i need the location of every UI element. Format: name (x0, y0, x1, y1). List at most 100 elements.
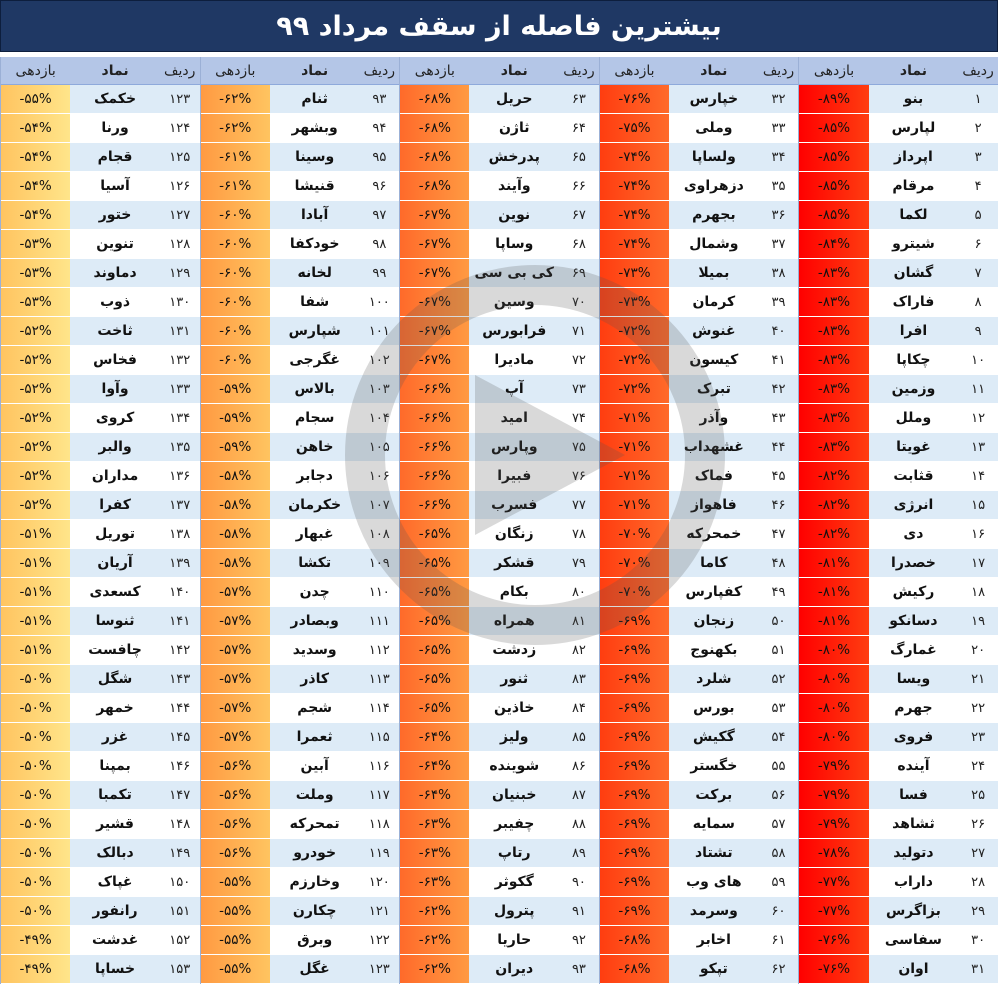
row-index: ۸۰ (571, 584, 586, 600)
row-index: ۱۲۶ (169, 178, 191, 194)
row-return: -۶۹% (599, 868, 670, 896)
row-symbol: گکوثر (494, 874, 534, 890)
row-return: -۵۹% (200, 433, 270, 461)
table-row: ۲۱ ویسا -۸۰% (799, 665, 998, 694)
row-return: -۸۳% (799, 375, 869, 403)
row-index: ۱۰۵ (368, 439, 390, 455)
row-return: -۵۷% (200, 607, 270, 635)
table-row: ۱۲۳ خکمک -۵۵% (1, 85, 200, 114)
row-symbol: بجهرم (692, 207, 736, 223)
row-return: -۸۵% (799, 143, 869, 171)
row-symbol: توریل (95, 526, 135, 542)
table-row: ۱۳۵ والبر -۵۲% (1, 433, 200, 462)
row-return: -۸۱% (799, 549, 869, 577)
row-symbol: دماوند (93, 265, 137, 281)
row-symbol: آبین (300, 758, 329, 774)
row-return: -۴۹% (1, 926, 71, 954)
table-body: ۱۲۳ خکمک -۵۵% ۱۲۴ ورنا -۵۴% ۱۲۵ قجام -۵۴% ۱۲۶ آسیا… (1, 85, 200, 984)
table-block: ردیف نماد بازدهی ۹۳ ثنام -۶۲% ۹۴ وبشهر -۶۲% ۹۵ وسی… (199, 57, 400, 984)
row-index: ۶۷ (571, 207, 586, 223)
table-row: ۱۲۵ قجام -۵۴% (1, 143, 200, 172)
table-row: ۳۸ بمیلا -۷۳% (599, 259, 799, 288)
row-symbol: دیران (495, 961, 534, 977)
table-row: ۱۱۶ آبین -۵۶% (200, 752, 400, 781)
table-row: ۹۷ آبادا -۶۰% (200, 201, 400, 230)
table-row: ۱۲۲ وبرق -۵۵% (200, 926, 400, 955)
row-return: -۵۰% (1, 781, 71, 809)
table-body: ۳۲ خپارس -۷۶% ۳۳ وملی -۷۵% ۳۴ ولساپا -۷۴% ۳۵ دزهرا… (599, 85, 799, 984)
table-block: ردیف نماد بازدهی ۳۲ خپارس -۷۶% ۳۳ وملی -۷۵% ۳۴ ولس… (598, 57, 799, 984)
row-symbol: کروی (95, 410, 135, 426)
table-row: ۴۳ وآذر -۷۱% (599, 404, 799, 433)
table-header: ردیف نماد بازدهی (200, 57, 400, 85)
row-symbol: لکما (899, 207, 928, 223)
row-index: ۴۳ (771, 410, 786, 426)
row-index: ۱۲۴ (169, 120, 191, 136)
table-row: ۶۱ اخابر -۶۸% (599, 926, 799, 955)
row-index: ۱۱۰ (368, 584, 390, 600)
table-row: ۷۳ آپ -۶۶% (400, 375, 599, 404)
row-return: -۷۱% (599, 404, 670, 432)
row-return: -۸۳% (799, 346, 869, 374)
row-symbol: خاهن (295, 439, 334, 455)
table-row: ۹۹ لخانه -۶۰% (200, 259, 400, 288)
table-block: ردیف نماد بازدهی ۱۲۳ خکمک -۵۵% ۱۲۴ ورنا -۵۴% ۱۲۵ ق… (0, 57, 200, 984)
row-index: ۱۲۷ (169, 207, 191, 223)
table-row: ۳۱ اوان -۷۶% (799, 955, 998, 984)
row-index: ۲۷ (971, 845, 986, 861)
row-symbol: پترول (493, 903, 535, 919)
row-index: ۱۰۱ (368, 323, 390, 339)
table-row: ۶۵ پدرخش -۶۸% (400, 143, 599, 172)
table-row: ۵۹ های وب -۶۹% (599, 868, 799, 897)
header-index: ردیف (962, 62, 994, 79)
row-index: ۱۷ (971, 555, 986, 571)
table-row: ۸۸ چفیبر -۶۳% (400, 810, 599, 839)
row-index: ۴۲ (771, 381, 786, 397)
row-symbol: خساپا (95, 961, 136, 977)
table-row: ۱۴۱ ثنوسا -۵۱% (1, 607, 200, 636)
table-row: ۹۲ حاریا -۶۲% (400, 926, 599, 955)
row-symbol: اپرداز (894, 149, 933, 165)
row-index: ۳۶ (771, 207, 786, 223)
row-return: -۶۷% (400, 230, 470, 258)
row-return: -۵۰% (1, 839, 71, 867)
row-index: ۳ (974, 149, 982, 165)
row-symbol: وشمال (689, 236, 739, 252)
row-return: -۶۸% (599, 955, 670, 983)
row-return: -۶۵% (400, 607, 470, 635)
row-symbol: ذوب (100, 294, 131, 310)
row-symbol: خگستر (690, 758, 738, 774)
table-row: ۱۰۵ خاهن -۵۹% (200, 433, 400, 462)
row-return: -۷۰% (599, 549, 670, 577)
row-index: ۱۰۶ (368, 468, 390, 484)
row-index: ۱۴۳ (169, 671, 191, 687)
row-symbol: فاراک (892, 294, 935, 310)
row-return: -۶۰% (200, 230, 270, 258)
row-symbol: آینده (897, 758, 930, 774)
row-index: ۱۱۱ (368, 613, 390, 629)
row-index: ۱۵۱ (169, 903, 191, 919)
row-return: -۶۹% (599, 752, 670, 780)
row-return: -۵۶% (200, 752, 270, 780)
row-symbol: وآوا (101, 381, 129, 397)
row-symbol: انرژی (893, 497, 934, 513)
table-row: ۱۲۰ وخارزم -۵۵% (200, 868, 400, 897)
row-symbol: دبالک (96, 845, 134, 861)
table-row: ۱۳۴ کروی -۵۲% (1, 404, 200, 433)
row-index: ۱۰۴ (368, 410, 390, 426)
row-index: ۶۳ (571, 91, 586, 107)
row-index: ۱۳۲ (169, 352, 191, 368)
row-return: -۵۳% (1, 288, 71, 316)
row-index: ۹۵ (372, 149, 387, 165)
row-index: ۱۰ (971, 352, 986, 368)
row-symbol: وآذر (699, 410, 729, 426)
row-symbol: ثعمرا (296, 729, 333, 745)
table-row: ۱۰۴ سجام -۵۹% (200, 404, 400, 433)
row-symbol: قشیر (96, 816, 134, 832)
row-index: ۵۵ (771, 758, 786, 774)
row-symbol: قنیشا (294, 178, 335, 194)
row-index: ۸ (974, 294, 982, 310)
table-row: ۳۶ بجهرم -۷۴% (599, 201, 799, 230)
table-row: ۶۴ ثاژن -۶۸% (400, 114, 599, 143)
row-index: ۸۴ (571, 700, 586, 716)
